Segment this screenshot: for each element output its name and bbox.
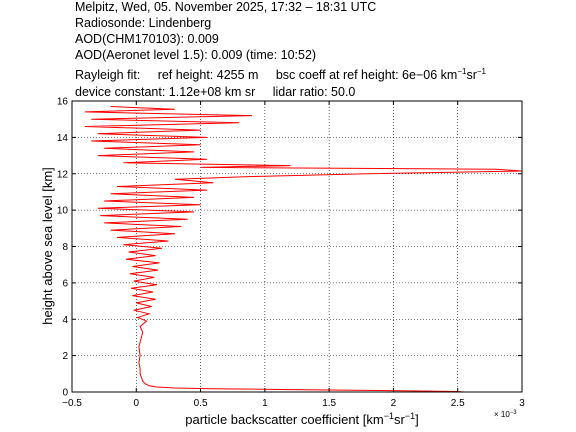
x-tick-label: 0.5: [194, 398, 208, 409]
title-line-2: Radiosonde: Lindenberg: [75, 16, 212, 30]
x-tick-label: 2.5: [451, 398, 465, 409]
title-line-3: AOD(CHM170103): 0.009: [75, 32, 219, 46]
rayleigh-fit-label: Rayleigh fit:: [75, 68, 141, 82]
x-axis-label: particle backscatter coefficient [km−1sr…: [185, 411, 418, 427]
y-tick-label: 2: [62, 351, 68, 362]
ref-height-text: ref height: 4255 m: [157, 68, 259, 82]
device-constant-text: device constant: 1.12e+08 km sr: [75, 85, 256, 99]
title-line-1: Melpitz, Wed, 05. November 2025, 17:32 –…: [75, 0, 377, 14]
title-line-4: AOD(Aeronet level 1.5): 0.009 (time: 10:…: [75, 48, 317, 62]
y-tick-label: 0: [62, 388, 68, 399]
x-tick-label: 0: [134, 398, 140, 409]
lidar-ratio-text: lidar ratio: 50.0: [272, 85, 356, 99]
y-tick-label: 4: [62, 315, 68, 326]
x-tick-label: 1.5: [322, 398, 336, 409]
y-tick-label: 16: [57, 97, 69, 108]
x-axis-multiplier: × 10−3: [494, 410, 517, 419]
x-tick-label: 1: [262, 398, 268, 409]
y-tick-label: 8: [62, 242, 68, 253]
backscatter-profile-line: [84, 106, 523, 393]
device-constant-line: device constant: 1.12e+08 km sr lidar ra…: [75, 85, 355, 100]
x-tick-label: −0.5: [62, 398, 82, 409]
y-tick-label: 6: [62, 278, 68, 289]
y-axis-label: height above sea level [km]: [40, 167, 55, 325]
y-tick-label: 14: [57, 133, 69, 144]
x-tick-label: 2: [391, 398, 397, 409]
y-tick-label: 12: [57, 169, 69, 180]
x-tick-label: 3: [519, 398, 525, 409]
rayleigh-fit-line: Rayleigh fit: ref height: 4255 m bsc coe…: [75, 66, 486, 83]
y-tick-label: 10: [57, 206, 69, 217]
bsc-coeff-text: bsc coeff at ref height: 6e−06 km−1sr−1: [275, 66, 486, 82]
